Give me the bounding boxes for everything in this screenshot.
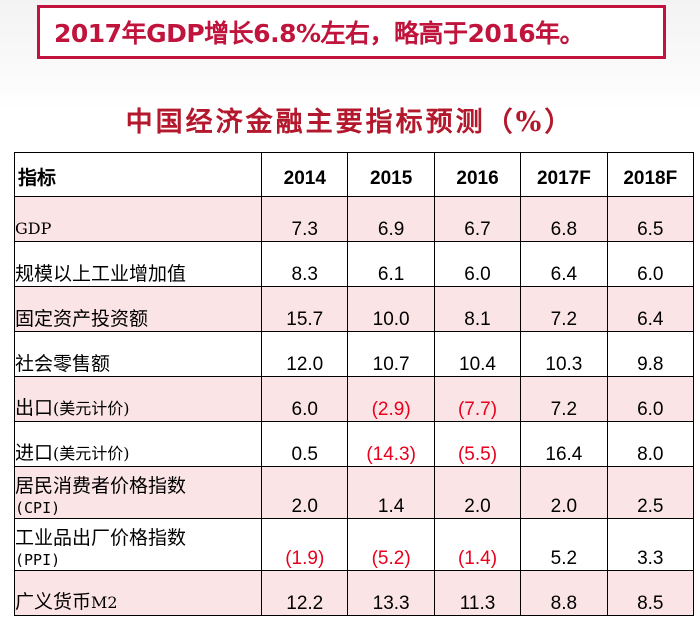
header-year: 2017F	[520, 152, 608, 197]
table-row: 工业品出厂价格指数 (PPI) (1.9) (5.2) (1.4) 5.2 3.3	[13, 518, 695, 571]
value-cell: 6.5	[606, 196, 695, 242]
table-row: 固定资产投资额 15.7 10.0 8.1 7.2 6.4	[13, 286, 695, 332]
row-label-text: 广义货币	[15, 591, 92, 613]
table-row: 进口(美元计价) 0.5 (14.3) (5.5) 16.4 8.0	[13, 421, 695, 467]
header-year: 2014	[261, 152, 349, 197]
header-indicator: 指标	[13, 152, 263, 197]
value-cell-negative: (14.3)	[347, 421, 435, 467]
value-cell: 3.3	[606, 518, 695, 571]
value-cell: 7.2	[520, 376, 608, 422]
row-label-text: 居民消费者价格指数	[15, 475, 187, 497]
row-label-abbrev: (CPI)	[15, 499, 61, 517]
value-cell: 10.3	[520, 331, 608, 377]
value-cell: 13.3	[347, 570, 435, 616]
row-label-text: 规模以上工业增加值	[15, 263, 187, 285]
row-label-latin: M2	[91, 593, 118, 612]
row-label-qualifier: (美元计价)	[53, 444, 130, 463]
value-cell-negative: (7.7)	[433, 376, 522, 422]
row-label-text: 出口	[15, 397, 54, 419]
value-cell: 8.3	[261, 241, 349, 287]
table-header-row: 指标 2014 2015 2016 2017F 2018F	[13, 152, 695, 197]
table-row: 规模以上工业增加值 8.3 6.1 6.0 6.4 6.0	[13, 241, 695, 287]
table-row: 出口(美元计价) 6.0 (2.9) (7.7) 7.2 6.0	[13, 376, 695, 422]
header-year: 2015	[347, 152, 435, 197]
value-cell: 7.2	[520, 286, 608, 332]
value-cell: 12.0	[261, 331, 349, 377]
row-label-qualifier: (美元计价)	[53, 399, 130, 418]
value-cell: 11.3	[433, 570, 522, 616]
row-label-text: 工业品出厂价格指数	[15, 527, 187, 549]
value-cell: 6.0	[606, 241, 695, 287]
value-cell: 2.0	[520, 466, 608, 519]
value-cell: 6.4	[606, 286, 695, 332]
row-label: 居民消费者价格指数 (CPI)	[13, 466, 263, 519]
table-row: GDP 7.3 6.9 6.7 6.8 6.5	[13, 196, 695, 242]
table-row: 社会零售额 12.0 10.7 10.4 10.3 9.8	[13, 331, 695, 377]
row-label: GDP	[13, 196, 263, 242]
value-cell: 6.8	[520, 196, 608, 242]
row-label-text: GDP	[15, 219, 52, 238]
headline-box: 2017年GDP增长6.8%左右，略高于2016年。	[37, 5, 666, 59]
value-cell: 6.0	[433, 241, 522, 287]
row-label: 出口(美元计价)	[13, 376, 263, 422]
indicator-table: 指标 2014 2015 2016 2017F 2018F GDP 7.3 6.9 6…	[13, 152, 695, 616]
value-cell-negative: (1.9)	[261, 518, 349, 571]
value-cell-negative: (2.9)	[347, 376, 435, 422]
value-cell: 5.2	[520, 518, 608, 571]
row-label: 社会零售额	[13, 331, 263, 377]
value-cell: 8.1	[433, 286, 522, 332]
value-cell: 6.7	[433, 196, 522, 242]
row-label: 规模以上工业增加值	[13, 241, 263, 287]
row-label: 工业品出厂价格指数 (PPI)	[13, 518, 263, 571]
row-label: 进口(美元计价)	[13, 421, 263, 467]
value-cell: 9.8	[606, 331, 695, 377]
row-label-abbrev: (PPI)	[15, 551, 61, 569]
value-cell: 0.5	[261, 421, 349, 467]
value-cell: 10.4	[433, 331, 522, 377]
row-label: 广义货币M2	[13, 570, 263, 616]
value-cell: 2.0	[261, 466, 349, 519]
value-cell: 12.2	[261, 570, 349, 616]
row-label: 固定资产投资额	[13, 286, 263, 332]
table-title: 中国经济金融主要指标预测（%）	[125, 107, 575, 138]
value-cell: 8.0	[606, 421, 695, 467]
value-cell: 10.7	[347, 331, 435, 377]
table-row: 居民消费者价格指数 (CPI) 2.0 1.4 2.0 2.0 2.5	[13, 466, 695, 519]
value-cell: 2.5	[606, 466, 695, 519]
value-cell: 2.0	[433, 466, 522, 519]
row-label-text: 固定资产投资额	[15, 308, 149, 330]
value-cell: 1.4	[347, 466, 435, 519]
value-cell: 8.8	[520, 570, 608, 616]
value-cell: 6.1	[347, 241, 435, 287]
header-year: 2018F	[606, 152, 695, 197]
value-cell: 6.4	[520, 241, 608, 287]
row-label-text: 进口	[15, 442, 54, 464]
value-cell: 16.4	[520, 421, 608, 467]
value-cell: 10.0	[347, 286, 435, 332]
value-cell: 6.0	[261, 376, 349, 422]
value-cell-negative: (5.5)	[433, 421, 522, 467]
headline-text: 2017年GDP增长6.8%左右，略高于2016年。	[54, 19, 585, 48]
header-year: 2016	[433, 152, 522, 197]
value-cell-negative: (1.4)	[433, 518, 522, 571]
value-cell-negative: (5.2)	[347, 518, 435, 571]
value-cell: 8.5	[606, 570, 695, 616]
value-cell: 7.3	[261, 196, 349, 242]
table-row: 广义货币M2 12.2 13.3 11.3 8.8 8.5	[13, 570, 695, 616]
value-cell: 6.0	[606, 376, 695, 422]
row-label-text: 社会零售额	[15, 353, 111, 375]
value-cell: 15.7	[261, 286, 349, 332]
value-cell: 6.9	[347, 196, 435, 242]
